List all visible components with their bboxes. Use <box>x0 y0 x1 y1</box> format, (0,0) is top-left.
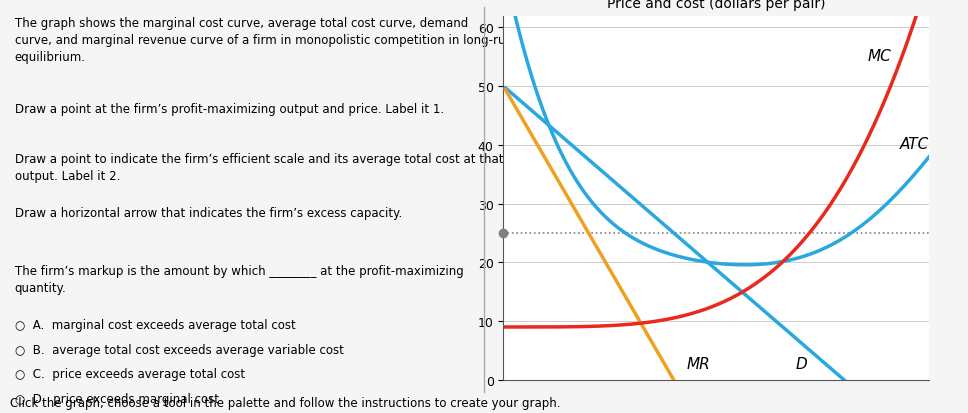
Text: The firm’s markup is the amount by which ________ at the profit-maximizing
quant: The firm’s markup is the amount by which… <box>15 264 464 294</box>
Text: ○  B.  average total cost exceeds average variable cost: ○ B. average total cost exceeds average … <box>15 343 344 356</box>
Title: Price and cost (dollars per pair): Price and cost (dollars per pair) <box>607 0 826 11</box>
Text: Draw a point at the firm’s profit-maximizing output and price. Label it 1.: Draw a point at the firm’s profit-maximi… <box>15 103 443 116</box>
Text: Draw a horizontal arrow that indicates the firm’s excess capacity.: Draw a horizontal arrow that indicates t… <box>15 206 402 219</box>
Text: The graph shows the marginal cost curve, average total cost curve, demand
curve,: The graph shows the marginal cost curve,… <box>15 17 512 64</box>
Text: ATC: ATC <box>899 136 928 151</box>
Text: D: D <box>795 356 807 371</box>
Text: ○  C.  price exceeds average total cost: ○ C. price exceeds average total cost <box>15 368 245 380</box>
Text: Draw a point to indicate the firm’s efficient scale and its average total cost a: Draw a point to indicate the firm’s effi… <box>15 153 503 183</box>
Text: ○  A.  marginal cost exceeds average total cost: ○ A. marginal cost exceeds average total… <box>15 318 295 331</box>
Text: ○  D.  price exceeds marginal cost: ○ D. price exceeds marginal cost <box>15 392 219 405</box>
Text: MC: MC <box>867 48 892 64</box>
Text: MR: MR <box>686 356 711 371</box>
Text: Click the graph, choose a tool in the palette and follow the instructions to cre: Click the graph, choose a tool in the pa… <box>10 396 560 409</box>
